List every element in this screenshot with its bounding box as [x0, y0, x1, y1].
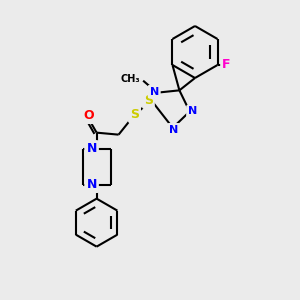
Text: S: S — [130, 108, 139, 121]
Text: N: N — [169, 125, 178, 135]
Text: N: N — [86, 178, 97, 191]
Text: S: S — [130, 108, 139, 121]
Text: CH₃: CH₃ — [121, 74, 140, 84]
Text: N: N — [188, 106, 197, 116]
Text: N: N — [149, 87, 159, 97]
Text: S: S — [144, 94, 153, 107]
Text: CH₃: CH₃ — [121, 74, 140, 84]
Text: O: O — [83, 109, 94, 122]
Text: N: N — [86, 142, 97, 155]
Text: N: N — [169, 125, 178, 135]
Text: N: N — [86, 178, 97, 191]
Text: F: F — [222, 58, 231, 71]
Text: F: F — [222, 58, 231, 71]
Text: N: N — [86, 142, 97, 155]
Text: N: N — [149, 87, 159, 97]
Text: O: O — [83, 109, 94, 122]
Text: N: N — [188, 106, 197, 116]
